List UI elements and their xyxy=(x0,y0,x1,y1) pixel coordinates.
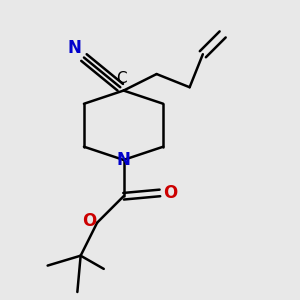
Text: O: O xyxy=(82,212,96,230)
Text: N: N xyxy=(117,151,130,169)
Text: O: O xyxy=(163,184,177,202)
Text: N: N xyxy=(67,39,81,57)
Text: C: C xyxy=(117,70,127,86)
